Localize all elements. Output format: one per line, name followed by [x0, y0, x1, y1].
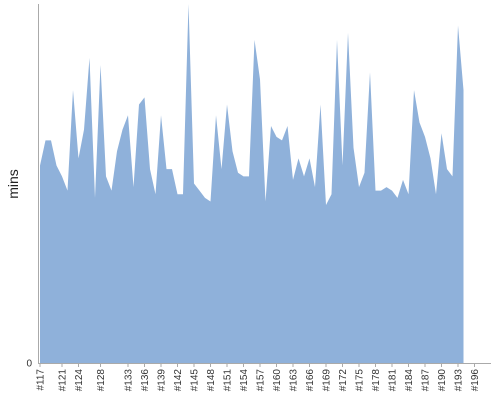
y-axis-title: mins: [5, 169, 21, 199]
x-tick-label: #175: [355, 369, 366, 392]
x-tick-label: #172: [338, 369, 349, 392]
x-tick-label: #157: [256, 369, 267, 392]
x-tick-layer: #117 #121 #124 #128 #133 #136 #139 #142 #145 #148…: [36, 363, 481, 392]
x-tick-label: #181: [388, 369, 399, 392]
x-tick-label: #190: [437, 369, 448, 392]
x-tick-label: #166: [305, 369, 316, 392]
x-tick-label: #154: [239, 369, 250, 392]
series-layer: [40, 4, 464, 363]
x-tick-label: #117: [36, 369, 47, 391]
x-tick-label: #133: [124, 369, 135, 392]
x-tick-label: #151: [223, 369, 234, 392]
x-tick-label: #128: [96, 369, 107, 392]
y-tick-layer: 0: [26, 359, 32, 370]
series-area-0: [40, 4, 464, 363]
x-tick-label: #196: [470, 369, 481, 392]
x-tick-label: #178: [371, 369, 382, 392]
x-tick-label: #142: [173, 369, 184, 392]
x-tick-label: #121: [58, 369, 69, 392]
x-tick-label: #145: [190, 369, 201, 392]
x-tick-label: #184: [404, 369, 415, 392]
x-tick-label: #148: [206, 369, 217, 392]
x-tick-label: #160: [272, 369, 283, 392]
x-tick-label: #136: [140, 369, 151, 392]
x-tick-label: #187: [421, 369, 432, 392]
x-tick-label: #124: [74, 369, 85, 392]
plot-area: #117 #121 #124 #128 #133 #136 #139 #142 #145 #148…: [26, 4, 491, 391]
x-tick-label: #193: [454, 369, 465, 392]
y-tick-label: 0: [26, 359, 32, 370]
x-tick-label: #169: [322, 369, 333, 392]
x-tick-label: #139: [157, 369, 168, 392]
x-tick-label: #163: [289, 369, 300, 392]
